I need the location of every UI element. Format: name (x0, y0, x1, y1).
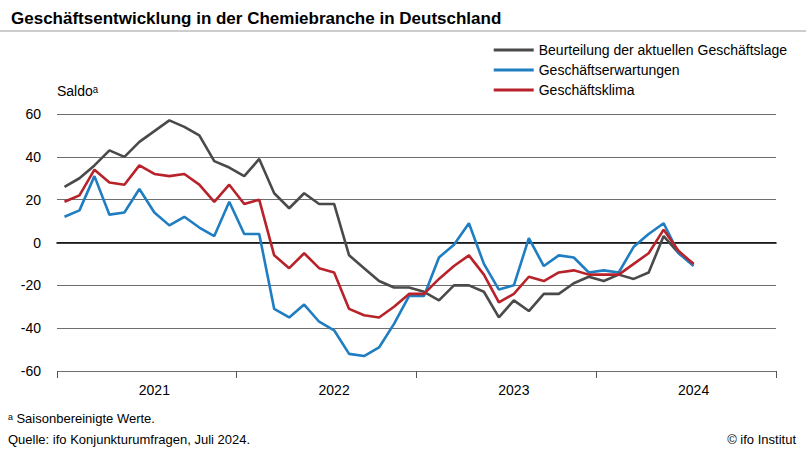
svg-text:Geschäftsklima: Geschäftsklima (539, 82, 635, 98)
svg-text:© ifo Institut: © ifo Institut (727, 432, 796, 447)
svg-text:Beurteilung der aktuellen Gesc: Beurteilung der aktuellen Geschäftslage (539, 42, 787, 58)
svg-text:2024: 2024 (678, 382, 709, 398)
svg-text:ᵃ Saisonbereinigte Werte.: ᵃ Saisonbereinigte Werte. (8, 411, 155, 426)
svg-text:Saldoᵃ: Saldoᵃ (57, 83, 99, 99)
svg-text:20: 20 (25, 192, 41, 208)
svg-text:Quelle: ifo Konjunkturumfragen: Quelle: ifo Konjunkturumfragen, Juli 202… (8, 432, 250, 447)
svg-text:2021: 2021 (139, 382, 170, 398)
svg-text:-40: -40 (21, 320, 41, 336)
svg-text:0: 0 (33, 235, 41, 251)
svg-text:-60: -60 (21, 363, 41, 379)
svg-text:2022: 2022 (319, 382, 350, 398)
svg-text:Geschäftserwartungen: Geschäftserwartungen (539, 62, 680, 78)
svg-text:40: 40 (25, 149, 41, 165)
svg-text:60: 60 (25, 106, 41, 122)
svg-text:Geschäftsentwicklung in der Ch: Geschäftsentwicklung in der Chemiebranch… (11, 9, 501, 28)
svg-text:-20: -20 (21, 277, 41, 293)
svg-text:2023: 2023 (498, 382, 529, 398)
